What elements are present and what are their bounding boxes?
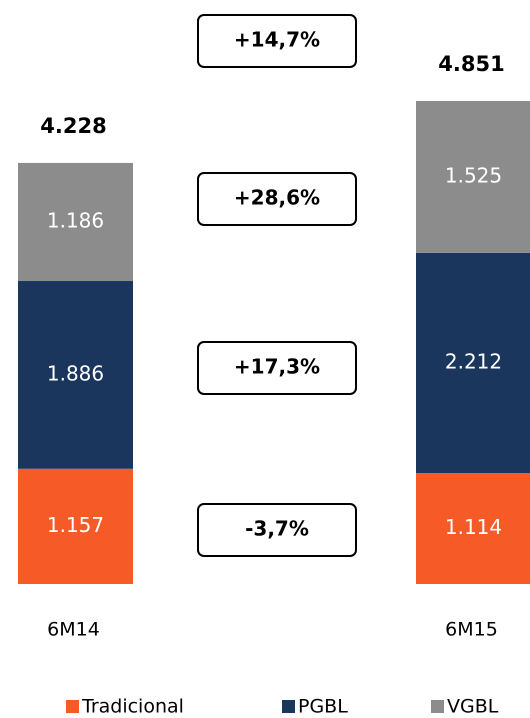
data-label: 2.212 xyxy=(445,349,502,373)
data-label: 1.157 xyxy=(47,513,104,537)
total-label: 4.851 xyxy=(438,52,504,76)
growth-box xyxy=(197,503,357,557)
growth-label: -3,7% xyxy=(245,517,309,541)
data-label: 1.186 xyxy=(47,208,104,232)
growth-box xyxy=(197,172,357,226)
bar-segment xyxy=(416,252,530,474)
growth-label: +17,3% xyxy=(234,355,320,379)
bar-segment xyxy=(416,101,530,253)
x-tick-label: 6M14 xyxy=(47,619,100,641)
bar-segment xyxy=(18,468,133,584)
data-label: 1.114 xyxy=(445,515,502,539)
bar-segment xyxy=(18,281,133,469)
legend-swatch xyxy=(66,700,79,713)
legend-label: Tradicional xyxy=(81,696,184,718)
legend-label: PGBL xyxy=(298,696,348,718)
legend-label: VGBL xyxy=(447,696,499,718)
legend-swatch xyxy=(431,700,444,713)
total-label: 4.228 xyxy=(40,114,106,138)
x-tick-label: 6M15 xyxy=(445,619,498,641)
growth-box xyxy=(197,14,357,68)
data-label: 1.886 xyxy=(47,361,104,385)
data-label: 1.525 xyxy=(445,163,502,187)
growth-label: +14,7% xyxy=(234,28,320,52)
growth-box xyxy=(197,341,357,395)
bar-segment xyxy=(416,473,530,584)
bar-segment xyxy=(18,162,133,282)
legend-swatch xyxy=(282,700,295,713)
growth-label: +28,6% xyxy=(234,186,320,210)
